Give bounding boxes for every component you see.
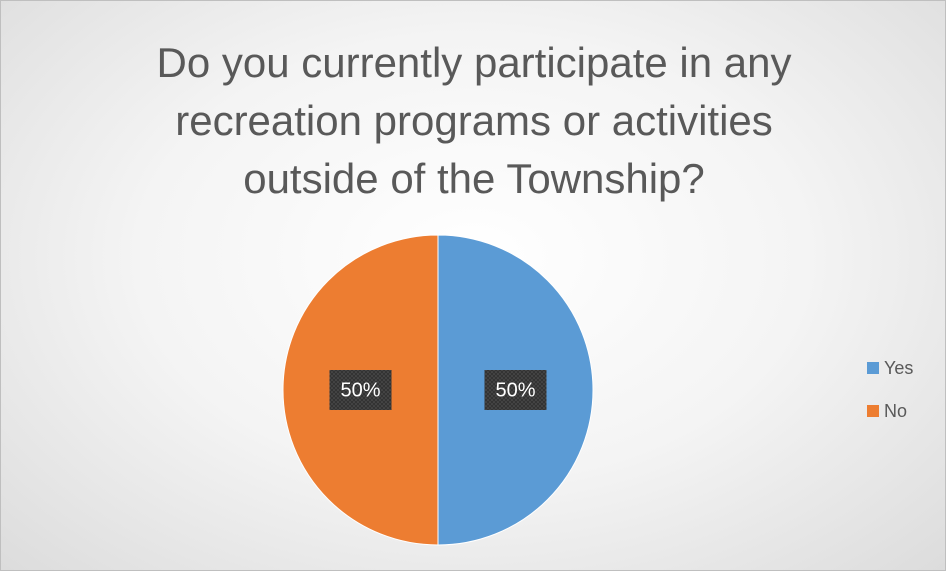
data-label-box — [329, 370, 392, 410]
data-label: 50% — [340, 379, 380, 401]
data-label-box — [484, 370, 547, 410]
data-label: 50% — [495, 379, 535, 401]
legend-label: Yes — [884, 358, 913, 378]
chart-title: Do you currently participate in any recr… — [156, 39, 792, 202]
legend-swatch — [867, 405, 879, 417]
legend-label: No — [884, 401, 907, 421]
legend-swatch — [867, 362, 879, 374]
